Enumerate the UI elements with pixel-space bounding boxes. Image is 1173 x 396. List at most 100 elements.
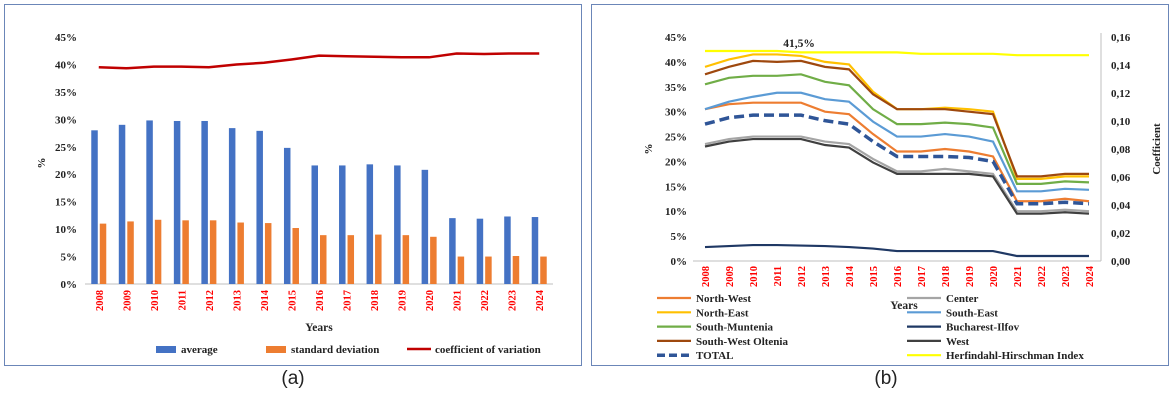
bar-average (283, 147, 291, 284)
legend-label-north-east: North-East (696, 307, 749, 319)
y-tick-label: 20% (665, 156, 687, 168)
x-tick-label: 2024 (1085, 265, 1096, 287)
bar-standard-deviation (237, 222, 244, 284)
x-tick-label: 2020 (425, 290, 436, 311)
legend-label-average: average (181, 344, 218, 356)
x-tick-label: 2012 (797, 266, 808, 287)
x-tick-label: 2009 (725, 266, 736, 287)
y-tick-label: 0% (61, 279, 78, 291)
legend-label-north-west: North-West (696, 293, 751, 305)
x-tick-label: 2022 (480, 290, 491, 311)
y-tick-label: 30% (665, 107, 687, 119)
legend-swatch-standard-deviation (266, 346, 286, 353)
x-tick-label: 2016 (315, 290, 326, 311)
bar-standard-deviation (402, 235, 410, 284)
bar-average (256, 130, 263, 284)
y-tick-label: 45% (55, 32, 77, 44)
y-right-tick-label: 0,06 (1111, 172, 1131, 184)
x-tick-label: 2023 (508, 290, 519, 311)
y-tick-label: 15% (55, 197, 77, 209)
bar-average (476, 218, 484, 284)
y-tick-label: 25% (665, 132, 687, 144)
x-tick-label: 2010 (749, 266, 760, 287)
y-tick-label: 15% (665, 181, 687, 193)
chart-panel-a: 0% 5% 10% 15% 20% 25% 30% 35% 40% 45%% 2008 2009 201… (4, 4, 582, 366)
legend-label-south-muntenia: South-Muntenia (696, 322, 774, 334)
x-tick-label: 2010 (150, 290, 161, 311)
bar-standard-deviation (320, 235, 327, 284)
y-tick-label: 10% (665, 206, 687, 218)
line-north-west (704, 101, 1090, 203)
bar-average (146, 120, 153, 284)
bar-average (201, 120, 208, 284)
x-tick-label: 2015 (287, 290, 298, 311)
bar-standard-deviation (347, 235, 355, 284)
y-tick-label: 35% (665, 82, 687, 94)
caption-a: (a) (281, 368, 305, 389)
bar-average (449, 218, 456, 284)
legend-label-bucharest-ilfov: Bucharest-Ilfov (946, 322, 1020, 334)
y-right-tick-label: 0,00 (1111, 256, 1131, 268)
y-axis-label: % (643, 144, 655, 155)
chart-a-svg: 0% 5% 10% 15% 20% 25% 30% 35% 40% 45%% 2008 2009 201… (36, 32, 553, 356)
bar-standard-deviation (457, 256, 465, 284)
y-right-tick-label: 0,12 (1111, 88, 1131, 100)
line-total (704, 113, 1090, 206)
bar-average (311, 165, 318, 284)
bar-standard-deviation (292, 228, 299, 284)
x-tick-label: 2014 (260, 289, 271, 311)
annotation-peak: 41,5% (783, 38, 815, 50)
y-right-tick-label: 0,04 (1111, 200, 1131, 212)
bar-average (366, 164, 374, 284)
y-tick-label: 5% (671, 231, 688, 243)
bar-standard-deviation (375, 234, 382, 284)
bar-standard-deviation (540, 256, 547, 284)
bar-standard-deviation (99, 223, 107, 284)
line-bucharest-ilfov (704, 243, 1089, 258)
x-tick-label: 2019 (398, 290, 409, 311)
chart-b-svg: 0% 5% 10% 15% 20% 25% 30% 35% 40% 45% 0,00 0,02 0,04… (643, 32, 1163, 362)
bar-average (91, 130, 98, 284)
line-herfindahl-hirschman-index (705, 49, 1089, 57)
legend-label-south-east: South-East (946, 307, 998, 319)
legend-label-center: Center (946, 293, 978, 305)
y-tick-label: 20% (55, 169, 77, 181)
bar-average (339, 165, 346, 284)
y-tick-label: 45% (665, 32, 687, 44)
y-tick-label: 25% (55, 142, 77, 154)
legend-label-herfindahl-hirschman-index: Herfindahl-Hirschman Index (946, 350, 1084, 362)
x-tick-label: 2015 (869, 266, 880, 287)
x-tick-label: 2016 (893, 266, 904, 287)
y-axis-label: % (36, 158, 48, 169)
bar-average (118, 124, 126, 284)
bar-average (394, 165, 401, 284)
y-tick-label: 5% (61, 252, 78, 264)
bar-standard-deviation (264, 223, 272, 284)
x-tick-label: 2009 (122, 290, 133, 311)
legend-label-west: West (946, 336, 970, 348)
legend-swatch-average (156, 346, 176, 353)
line-west (704, 137, 1090, 215)
y-tick-label: 40% (55, 59, 77, 71)
bar-standard-deviation (127, 221, 134, 284)
legend-label-total: TOTAL (696, 350, 734, 362)
x-tick-label: 2011 (177, 290, 188, 310)
line-north-east (704, 53, 1089, 180)
bar-standard-deviation (430, 236, 437, 284)
x-tick-label: 2023 (1061, 266, 1072, 287)
y-tick-label: 0% (671, 256, 688, 268)
x-tick-label: 2019 (965, 266, 976, 287)
x-tick-label: 2013 (821, 266, 832, 287)
y-right-tick-label: 0,16 (1111, 32, 1131, 44)
legend-label-standard-deviation: standard deviation (291, 344, 379, 356)
y-tick-label: 40% (665, 57, 687, 69)
y-right-tick-label: 0,02 (1111, 228, 1131, 240)
y-right-axis-label: Coefficient (1151, 123, 1163, 175)
bar-standard-deviation (154, 219, 162, 284)
chart-panel-b: 0% 5% 10% 15% 20% 25% 30% 35% 40% 45% 0,00 0,02 0,04… (591, 4, 1169, 366)
bar-standard-deviation (512, 256, 520, 284)
x-tick-label: 2021 (1013, 266, 1024, 287)
line-south-west-oltenia (704, 59, 1089, 178)
x-tick-label: 2022 (1037, 266, 1048, 287)
x-tick-label: 2018 (941, 266, 952, 287)
